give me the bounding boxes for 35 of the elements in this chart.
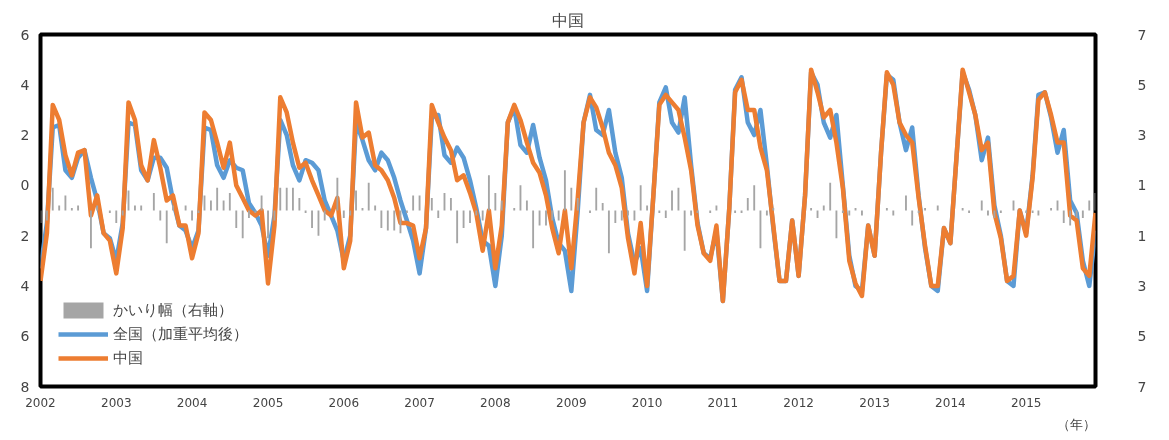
- y-tick-label: 2: [20, 127, 30, 144]
- y2-tick-label: 7: [1137, 378, 1147, 395]
- legend-label: かいり幅（右軸）: [113, 300, 233, 320]
- legend-label: 中国: [113, 348, 143, 368]
- x-tick-label: 2012: [783, 395, 814, 410]
- legend-label: 全国（加重平均後）: [113, 324, 248, 344]
- x-axis-title: （年）: [1056, 416, 1096, 432]
- x-tick-label: 2011: [707, 395, 739, 410]
- x-tick-label: 2005: [252, 395, 284, 410]
- y2-tick-label: 5: [1137, 328, 1147, 345]
- x-tick-label: 2008: [480, 395, 511, 410]
- y-tick-label: 0: [20, 177, 30, 194]
- y2-tick-label: 1: [1137, 227, 1147, 244]
- x-tick-label: 2007: [404, 395, 435, 410]
- y-tick-label: 6: [20, 26, 30, 43]
- chart-title: 中国: [552, 10, 584, 30]
- y2-tick-label: 5: [1137, 76, 1147, 93]
- x-tick-label: 2009: [556, 395, 587, 410]
- x-tick-label: 2013: [859, 395, 890, 410]
- y-tick-label: 2: [20, 227, 30, 244]
- x-tick-label: 2003: [101, 395, 132, 410]
- x-tick-label: 2010: [631, 395, 663, 410]
- x-tick-label: 2014: [935, 395, 966, 410]
- y2-tick-label: 1: [1137, 177, 1147, 194]
- y-tick-label: 6: [20, 328, 30, 345]
- x-tick-label: 2002: [25, 395, 56, 410]
- x-tick-label: 2004: [176, 395, 208, 410]
- x-tick-label: 2015: [1010, 395, 1042, 410]
- y-tick-label: 4: [20, 76, 30, 93]
- y-tick-label: 8: [20, 378, 30, 395]
- y2-tick-label: 3: [1137, 127, 1147, 144]
- y2-tick-label: 7: [1137, 26, 1147, 43]
- y-tick-label: 4: [20, 277, 30, 294]
- y2-tick-label: 3: [1137, 277, 1147, 294]
- x-tick-label: 2006: [328, 395, 360, 410]
